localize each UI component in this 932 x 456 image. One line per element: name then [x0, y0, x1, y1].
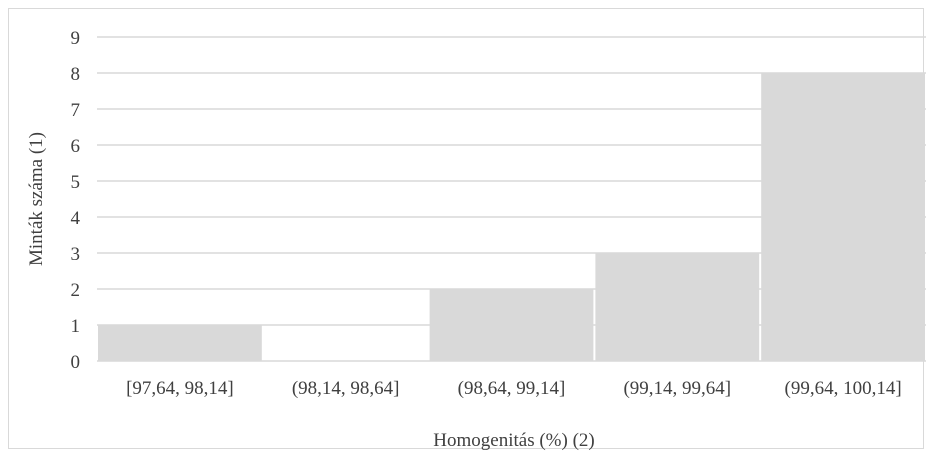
bar: [761, 73, 925, 361]
bar: [595, 253, 759, 361]
y-tick-label: 0: [71, 352, 81, 373]
x-tick-label: (99,14, 99,64]: [623, 378, 731, 399]
bar: [430, 289, 594, 361]
y-tick-labels: 0 1 2 3 4 5 6 7 8 9: [71, 28, 81, 373]
x-tick-label: (98,64, 99,14]: [458, 378, 566, 399]
x-tick-label: [97,64, 98,14]: [126, 378, 234, 399]
y-tick-label: 5: [71, 172, 81, 193]
x-axis-title: Homogenitás (%) (2): [433, 430, 594, 451]
y-tick-label: 6: [71, 136, 81, 157]
y-tick-label: 4: [71, 208, 81, 229]
y-tick-label: 8: [71, 64, 81, 85]
x-tick-labels: [97,64, 98,14] (98,14, 98,64] (98,64, 99,1…: [126, 378, 902, 399]
y-tick-label: 7: [71, 100, 81, 121]
x-tick-label: (98,14, 98,64]: [292, 378, 400, 399]
y-tick-label: 3: [71, 244, 81, 265]
bar: [98, 325, 262, 361]
y-axis-title: Minták száma (1): [26, 132, 47, 266]
y-tick-label: 1: [71, 316, 81, 337]
y-tick-label: 9: [71, 28, 81, 49]
x-tick-label: (99,64, 100,14]: [785, 378, 902, 399]
y-tick-label: 2: [71, 280, 81, 301]
